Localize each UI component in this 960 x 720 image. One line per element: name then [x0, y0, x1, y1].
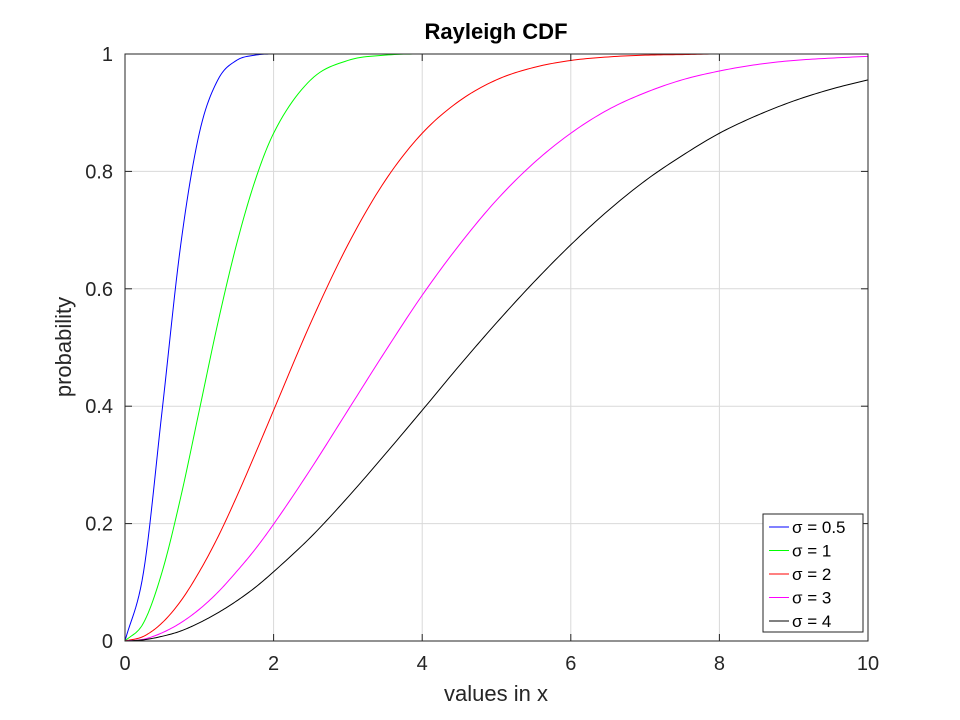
axis-ticks [124, 53, 869, 642]
x-tick-label: 0 [119, 653, 130, 675]
x-tick-labels: 0 2 4 6 8 10 [119, 653, 879, 675]
y-tick-label: 1 [102, 44, 113, 66]
legend-label: σ = 2 [792, 565, 831, 584]
x-tick-label: 4 [417, 653, 428, 675]
y-tick-label: 0.8 [85, 161, 113, 183]
x-tick-label: 2 [268, 653, 279, 675]
y-axis-label: probability [51, 297, 76, 397]
x-axis-label: values in x [444, 681, 548, 706]
y-tick-label: 0 [102, 631, 113, 653]
series-line-4 [124, 55, 869, 642]
y-tick-label: 0.4 [85, 396, 113, 418]
plot-area [125, 54, 868, 641]
legend-items: σ = 0.5 σ = 1 σ = 2 σ = 3 σ = 4 [769, 518, 846, 631]
legend-box [762, 513, 864, 633]
axes-box [124, 53, 869, 642]
chart-title: Rayleigh CDF [424, 19, 567, 44]
grid [124, 53, 869, 642]
x-tick-label: 8 [714, 653, 725, 675]
legend-label: σ = 0.5 [792, 518, 846, 537]
y-tick-label: 0.2 [85, 514, 113, 536]
legend-label: σ = 4 [792, 612, 831, 631]
x-tick-label: 6 [565, 653, 576, 675]
y-tick-labels: 0 0.2 0.4 0.6 0.8 1 [85, 44, 113, 653]
x-tick-label: 10 [857, 653, 879, 675]
legend-label: σ = 1 [792, 542, 831, 561]
legend-label: σ = 3 [792, 589, 831, 608]
y-tick-label: 0.6 [85, 279, 113, 301]
series-line-5 [124, 79, 869, 642]
legend: σ = 0.5 σ = 1 σ = 2 σ = 3 σ = 4 [762, 513, 864, 633]
